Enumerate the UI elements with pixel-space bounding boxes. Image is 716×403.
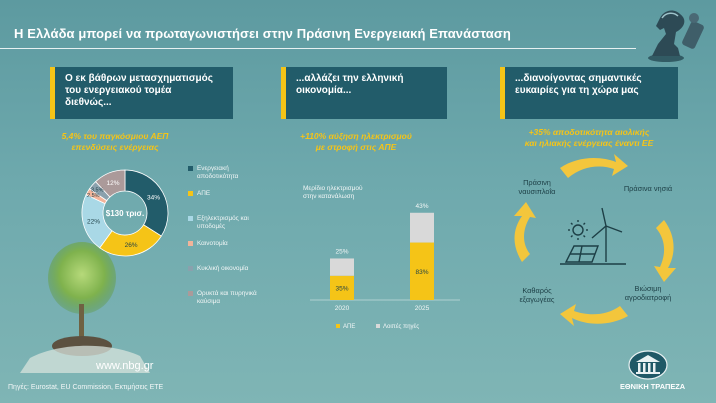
donut-slice bbox=[124, 169, 169, 237]
legend-label: Κυκλική οικονομία bbox=[197, 265, 249, 272]
chess-knight-icon bbox=[648, 10, 704, 62]
bank-logo-icon bbox=[628, 350, 668, 380]
legend-swatch bbox=[188, 191, 193, 196]
bar-value-label: 25% bbox=[335, 248, 348, 255]
title-underline bbox=[0, 48, 636, 49]
bar-category-label: 2020 bbox=[335, 305, 350, 312]
cycle-arrow-bottom bbox=[560, 304, 628, 326]
legend-label: Ενεργειακή bbox=[197, 165, 229, 172]
donut-slice-label: 26% bbox=[125, 242, 138, 249]
renewable-energy-icon bbox=[560, 207, 626, 265]
slide-title: Η Ελλάδα μπορεί να πρωταγωνιστήσει στην … bbox=[14, 26, 511, 41]
legend-item: Εξηλεκτρισμός και υποδομές bbox=[188, 215, 284, 240]
bar-segment bbox=[410, 242, 434, 300]
panel2-subtitle: +110% αύξηση ηλεκτρισμού με στροφή στις … bbox=[300, 131, 412, 152]
legend-item: Κυκλική οικονομία bbox=[188, 265, 284, 290]
bar-chart: 35% 25% 2020 83% 43% 2025 ΑΠΕ Λοιπές πηγές bbox=[310, 203, 460, 330]
donut-center-label: $130 τρισ. bbox=[106, 209, 144, 218]
bar-legend-swatch bbox=[336, 324, 340, 328]
donut-slice-label: 2,5% bbox=[87, 193, 100, 199]
bar-legend-swatch bbox=[376, 324, 380, 328]
bar-segment bbox=[330, 258, 354, 276]
legend-item: Καινοτομία bbox=[188, 240, 284, 265]
legend-label: καύσιμα bbox=[197, 298, 221, 305]
legend-item: Ενεργειακή αποδοτικότητα bbox=[188, 165, 284, 190]
donut-slice-label: 3,5% bbox=[91, 187, 104, 193]
legend-label: Εξηλεκτρισμός και bbox=[197, 215, 249, 222]
legend-swatch bbox=[188, 266, 193, 271]
legend-item: Ορυκτά και πυρηνικά καύσιμα bbox=[188, 290, 284, 315]
bar-value-label: 35% bbox=[335, 285, 348, 292]
cycle-item-green-islands: Πράσινα νησιά bbox=[623, 184, 673, 193]
panel1-header: Ο εκ βάθρων μετασχηματισμός του ενεργεια… bbox=[50, 67, 233, 119]
panel3-subtitle: +35% αποδοτικότητα αιολικής και ηλιακής … bbox=[524, 127, 654, 148]
legend-swatch bbox=[188, 166, 193, 171]
bar-value-label: 43% bbox=[415, 203, 428, 210]
legend-swatch bbox=[188, 216, 193, 221]
panel3-header: ...διανοίγοντας σημαντικές ευκαιρίες για… bbox=[500, 67, 678, 119]
website-link[interactable]: www.nbg.gr bbox=[96, 360, 154, 372]
legend-label: Ορυκτά και πυρηνικά bbox=[197, 290, 257, 297]
bar-legend-label: ΑΠΕ bbox=[343, 324, 355, 330]
legend-swatch bbox=[188, 241, 193, 246]
donut-chart: 34% 26% 22% 2,5%3,5%12% $130 τρισ. bbox=[81, 169, 169, 257]
legend-label: ΑΠΕ bbox=[197, 190, 211, 197]
sources-footnote: Πηγές: Eurostat, EU Commission, Εκτιμήσε… bbox=[8, 384, 164, 391]
plant-hand-icon bbox=[20, 242, 150, 373]
cycle-item-clean-exporter: Καθαρός εξαγωγέας bbox=[519, 286, 555, 304]
panel2-header: ...αλλάζει την ελληνική οικονομία... bbox=[281, 67, 447, 119]
cycle-item-sustainable-agrifood: Βιώσιμη αγροδιατροφή bbox=[624, 284, 672, 302]
donut-slice-label: 22% bbox=[87, 218, 100, 225]
cycle-arrows bbox=[514, 154, 676, 326]
cycle-arrow-top bbox=[560, 154, 628, 178]
donut-slice bbox=[94, 169, 126, 198]
cycle-item-green-shipping: Πράσινη ναυσιπλοΐα bbox=[518, 178, 556, 196]
legend-label: υποδομές bbox=[197, 223, 226, 230]
bar-chart-title: Μερίδιο ηλεκτρισμού στην κατανάλωση bbox=[303, 185, 363, 200]
bar-segment bbox=[410, 212, 434, 243]
legend-swatch bbox=[188, 291, 193, 296]
bar-legend-label: Λοιπές πηγές bbox=[383, 323, 419, 330]
bar-segment bbox=[330, 275, 354, 300]
legend-item: ΑΠΕ bbox=[188, 190, 284, 215]
bank-name: ΕΘΝΙΚΗ ΤΡΑΠΕΖΑ bbox=[620, 382, 686, 391]
bar-category-label: 2025 bbox=[415, 305, 430, 312]
bar-value-label: 83% bbox=[415, 269, 428, 276]
donut-slice-label: 12% bbox=[107, 180, 120, 187]
donut-slice-label: 34% bbox=[147, 195, 160, 202]
donut-legend: Ενεργειακή αποδοτικότητα ΑΠΕ Εξηλεκτρισμός … bbox=[188, 165, 284, 315]
legend-label: Καινοτομία bbox=[197, 240, 228, 247]
panel1-subtitle: 5,4% του παγκόσμιου ΑΕΠ επενδύσεις ενέργ… bbox=[61, 131, 169, 152]
cycle-arrow-right bbox=[654, 220, 676, 282]
cycle-arrow-left bbox=[514, 202, 536, 262]
legend-label: αποδοτικότητα bbox=[197, 173, 239, 180]
